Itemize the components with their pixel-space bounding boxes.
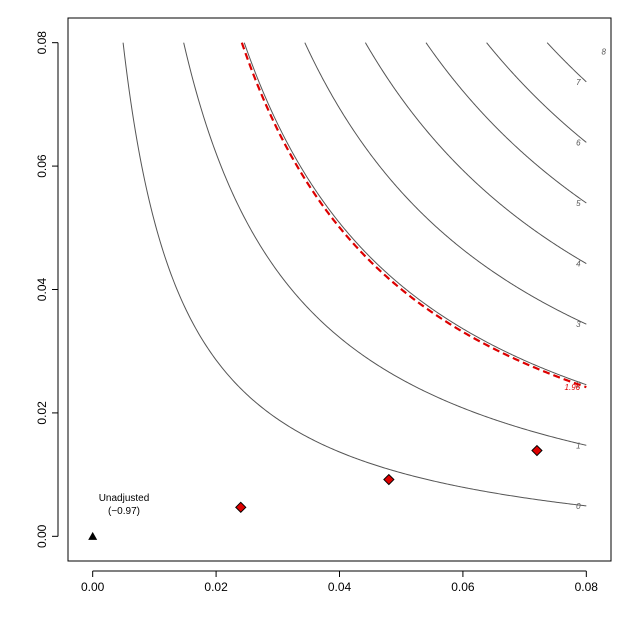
contour-label-5: 5 (576, 199, 581, 208)
threshold-contour: 1.96 (240, 42, 587, 392)
contour-line-2 (243, 42, 587, 386)
contour-line-5 (425, 42, 587, 204)
unadjusted-value-label: (−0.97) (108, 506, 140, 517)
y-tick-label-2: 0.04 (35, 277, 49, 301)
contour-label-1: 1 (576, 441, 580, 450)
contour-label-4: 4 (576, 260, 581, 269)
point-diamond-2 (383, 473, 395, 486)
contour-line-1 (183, 42, 587, 446)
contour-label-8: 8 (602, 48, 607, 57)
x-tick-label-4: 0.08 (575, 580, 599, 594)
x-tick-label-2: 0.04 (328, 580, 352, 594)
contour-line-0 (122, 42, 587, 507)
contour-label-7: 7 (576, 78, 581, 87)
y-tick-label-0: 0.00 (35, 524, 49, 548)
unadjusted-label: Unadjusted (99, 493, 150, 504)
threshold-label: 1.96 (565, 383, 581, 392)
x-tick-label-0: 0.00 (81, 580, 105, 594)
contour-line-3 (304, 42, 587, 325)
y-tick-label-3: 0.06 (35, 154, 49, 178)
y-axis: 0.00 0.02 0.04 0.06 0.08 (35, 31, 59, 548)
contour-label-6: 6 (576, 138, 581, 147)
y-tick-label-1: 0.02 (35, 401, 49, 425)
point-diamond-1 (235, 501, 247, 514)
x-axis: 0.00 0.02 0.04 0.06 0.08 (81, 570, 599, 594)
point-unadjusted-triangle (88, 531, 98, 540)
plot-frame (67, 17, 612, 562)
contour-label-3: 3 (576, 320, 581, 329)
threshold-line (240, 42, 587, 389)
data-points (88, 444, 543, 540)
contour-line-7 (546, 42, 587, 83)
x-tick-label-1: 0.02 (204, 580, 228, 594)
point-diamond-3 (531, 444, 543, 457)
x-tick-label-3: 0.06 (451, 580, 475, 594)
contour-label-0: 0 (576, 502, 581, 511)
contour-line-6 (486, 42, 587, 143)
contour-line-4 (364, 42, 587, 265)
contour-lines (122, 42, 587, 507)
y-tick-label-4: 0.08 (35, 31, 49, 55)
